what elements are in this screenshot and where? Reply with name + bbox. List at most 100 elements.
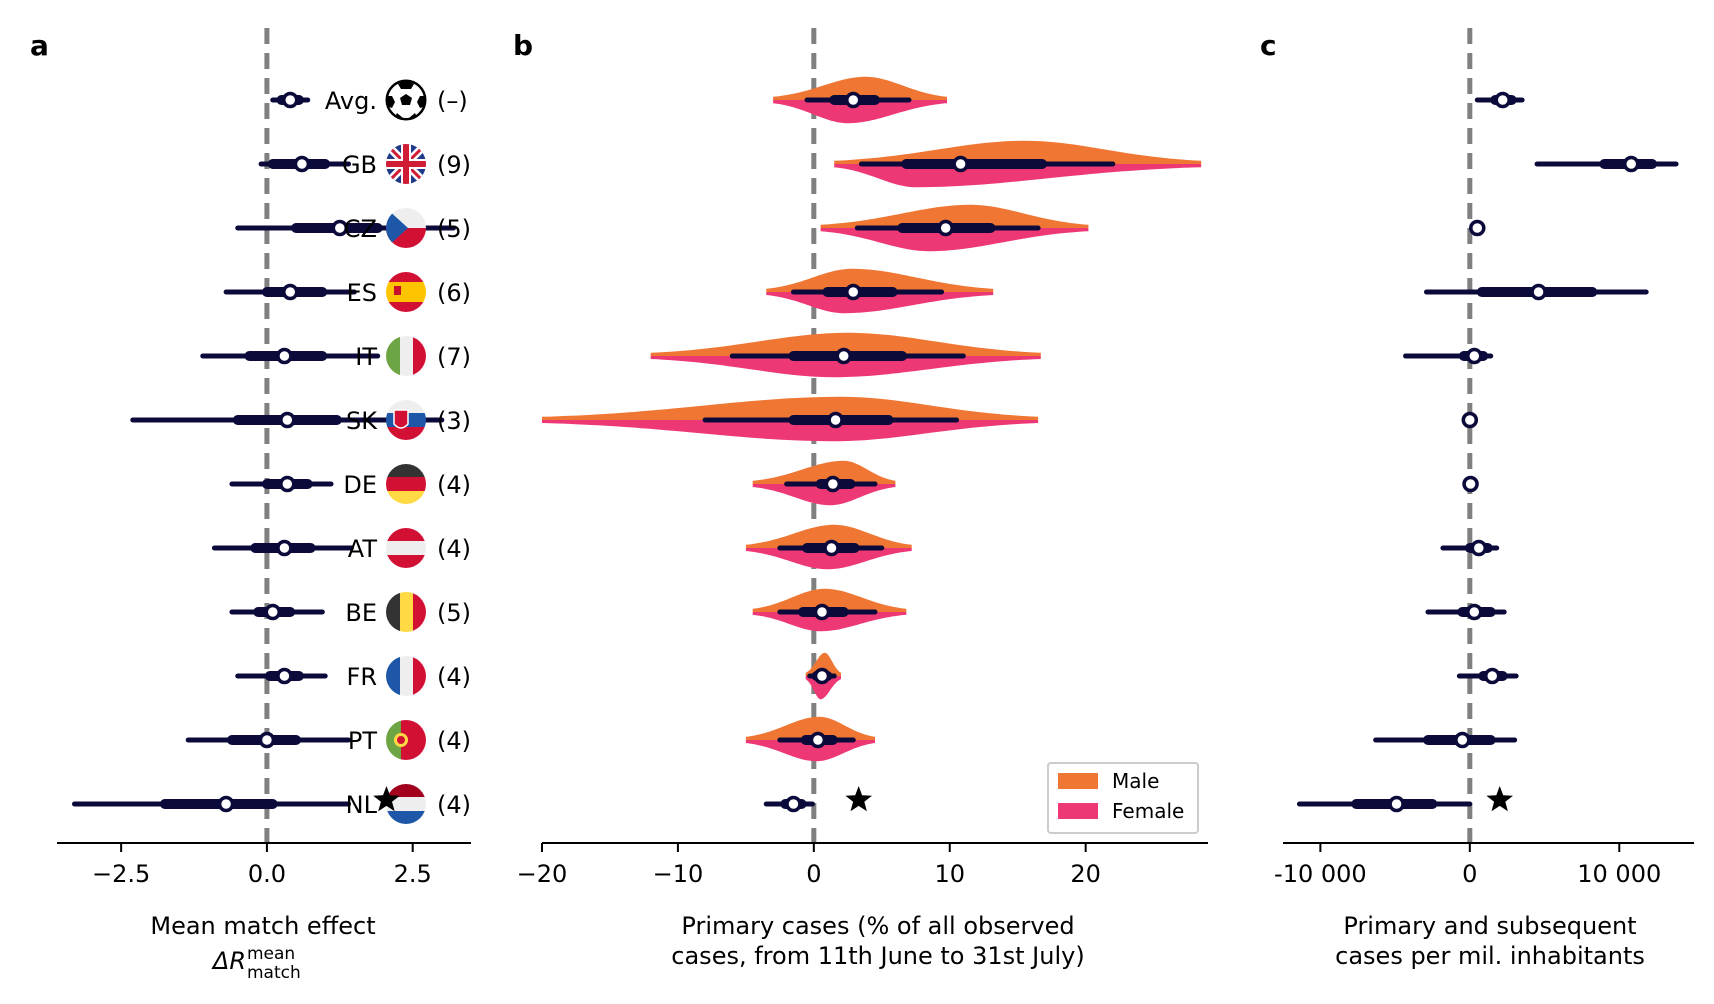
flag-emblem <box>397 736 405 744</box>
country-label: SK <box>346 407 378 435</box>
panel-b-violin-chart: −20 −10 0 10 20 <box>517 28 1208 888</box>
flag-stripe <box>386 555 426 568</box>
flag-stripe <box>386 336 400 376</box>
match-count-label: (6) <box>437 279 471 307</box>
flag-clip-group <box>386 784 426 824</box>
panel-a-xlabel-sup: mean <box>247 944 295 964</box>
ball-outline <box>385 79 427 121</box>
match-count-label: (7) <box>437 343 471 371</box>
panel-c-CZ-median-point <box>1469 219 1486 237</box>
flag-stripe <box>386 302 426 312</box>
panel-b-IT-median-point <box>835 347 852 365</box>
country-label: IT <box>355 343 377 371</box>
female-violin-half <box>745 740 875 762</box>
panel-b-x-tick-label: −10 <box>653 860 704 888</box>
panel-a-AT-median-point <box>276 539 293 557</box>
flag-stripe <box>386 272 426 282</box>
ball-patch <box>386 96 395 108</box>
country-label: BE <box>345 599 377 627</box>
female-violin-half <box>820 228 1089 252</box>
panel-c-AT-median-point <box>1470 539 1488 557</box>
country-label: CZ <box>344 215 377 243</box>
panel-b-x-tick-label: −20 <box>517 860 568 888</box>
panel-c-x-tick-label: 0 <box>1462 860 1477 888</box>
significance-star <box>373 786 400 812</box>
flag-fr-icon <box>386 656 426 696</box>
panel-b-ES-median-point <box>845 283 862 301</box>
flag-clip-group <box>386 272 426 312</box>
flag-stripe <box>386 811 426 824</box>
ball-patch <box>400 94 412 105</box>
panel-c-interval-chart: -10 000 0 10 000 <box>1274 28 1694 888</box>
legend-male-swatch <box>1058 773 1098 789</box>
flag-stripe <box>413 336 426 376</box>
country-label: DE <box>343 471 377 499</box>
panel-c-xlabel-line1: Primary and subsequent <box>1343 912 1636 940</box>
flag-stripe <box>413 592 426 632</box>
panel-c-GB-median-point <box>1622 155 1640 173</box>
panel-c-DE-median-point <box>1462 475 1479 493</box>
panel-a-FR-median-point <box>276 667 293 685</box>
flag-clip-group <box>386 208 426 248</box>
panel-a-x-tick-label: −2.5 <box>92 860 150 888</box>
panel-label-a: a <box>30 29 49 62</box>
significance-star <box>1486 786 1513 812</box>
male-violin-half <box>542 396 1039 420</box>
female-violin-half <box>752 612 907 632</box>
panel-b-x-tick-label: 0 <box>806 860 821 888</box>
flag-clip-group <box>386 720 426 760</box>
panel-a-xlabel: Mean match effect ΔR mean match <box>150 912 375 983</box>
ball-patch <box>398 80 414 89</box>
male-violin-half <box>752 588 907 612</box>
panel-b-x-tick-label: 10 <box>934 860 965 888</box>
country-label: NL <box>346 791 378 819</box>
flag-stripe <box>386 541 426 555</box>
flag-stripe <box>386 720 401 760</box>
panel-a-interval-chart: Avg. (–) GB (9) CZ (5) ES (6) IT (7) SK (3) DE (4) AT (… <box>57 28 471 888</box>
flag-clip-group <box>386 144 426 184</box>
male-violin-half <box>650 332 1041 356</box>
panel-c-ES-median-point <box>1530 283 1547 301</box>
panel-c-PT-median-point <box>1454 731 1471 749</box>
female-violin-half <box>773 100 947 124</box>
country-label: GB <box>342 151 377 179</box>
panel-b-xlabel-line2: cases, from 11th June to 31st July) <box>671 942 1084 970</box>
match-count-label: (5) <box>437 215 471 243</box>
flag-clip-group <box>386 656 426 696</box>
male-violin-half <box>745 524 912 548</box>
flag-stripe <box>386 491 426 504</box>
match-count-label: (9) <box>437 151 471 179</box>
panel-c-NL-median-point <box>1388 795 1405 813</box>
panel-b-BE-median-point <box>813 603 831 621</box>
flag-clip-group <box>386 528 426 568</box>
flag-pt-icon <box>386 720 426 760</box>
flag-coat-of-arms <box>394 286 401 295</box>
panel-a-DE-median-point <box>279 475 296 493</box>
panel-a-PT-median-point <box>258 731 276 749</box>
male-violin-half <box>805 652 841 676</box>
flag-shield <box>393 409 409 429</box>
panel-a-SK-median-point <box>279 411 296 429</box>
flag-stripe <box>386 656 400 696</box>
football-icon <box>385 79 427 121</box>
match-count-label: (3) <box>437 407 471 435</box>
flag-at-icon <box>386 528 426 568</box>
flag-clip-group <box>386 336 426 376</box>
panel-a-NL-median-point <box>217 795 235 813</box>
panel-b-xlabel-line1: Primary cases (% of all observed <box>681 912 1074 940</box>
country-label: AT <box>348 535 378 563</box>
panel-c-x-tick-label: -10 000 <box>1274 860 1367 888</box>
match-count-label: (5) <box>437 599 471 627</box>
flag-stripe <box>403 144 409 184</box>
panel-b-x-tick-label: 20 <box>1070 860 1101 888</box>
panel-c-xlabel: Primary and subsequent cases per mil. in… <box>1335 912 1645 970</box>
flag-stripe <box>386 784 426 797</box>
female-violin-half <box>834 164 1202 188</box>
flag-stripe <box>400 656 413 696</box>
legend-female-swatch <box>1058 803 1098 819</box>
panel-b-CZ-median-point <box>937 219 954 237</box>
flag-clip-group <box>386 464 426 504</box>
male-violin-half <box>752 460 896 484</box>
female-violin-half <box>542 420 1039 442</box>
panel-b-Avg.-median-point <box>845 91 862 109</box>
